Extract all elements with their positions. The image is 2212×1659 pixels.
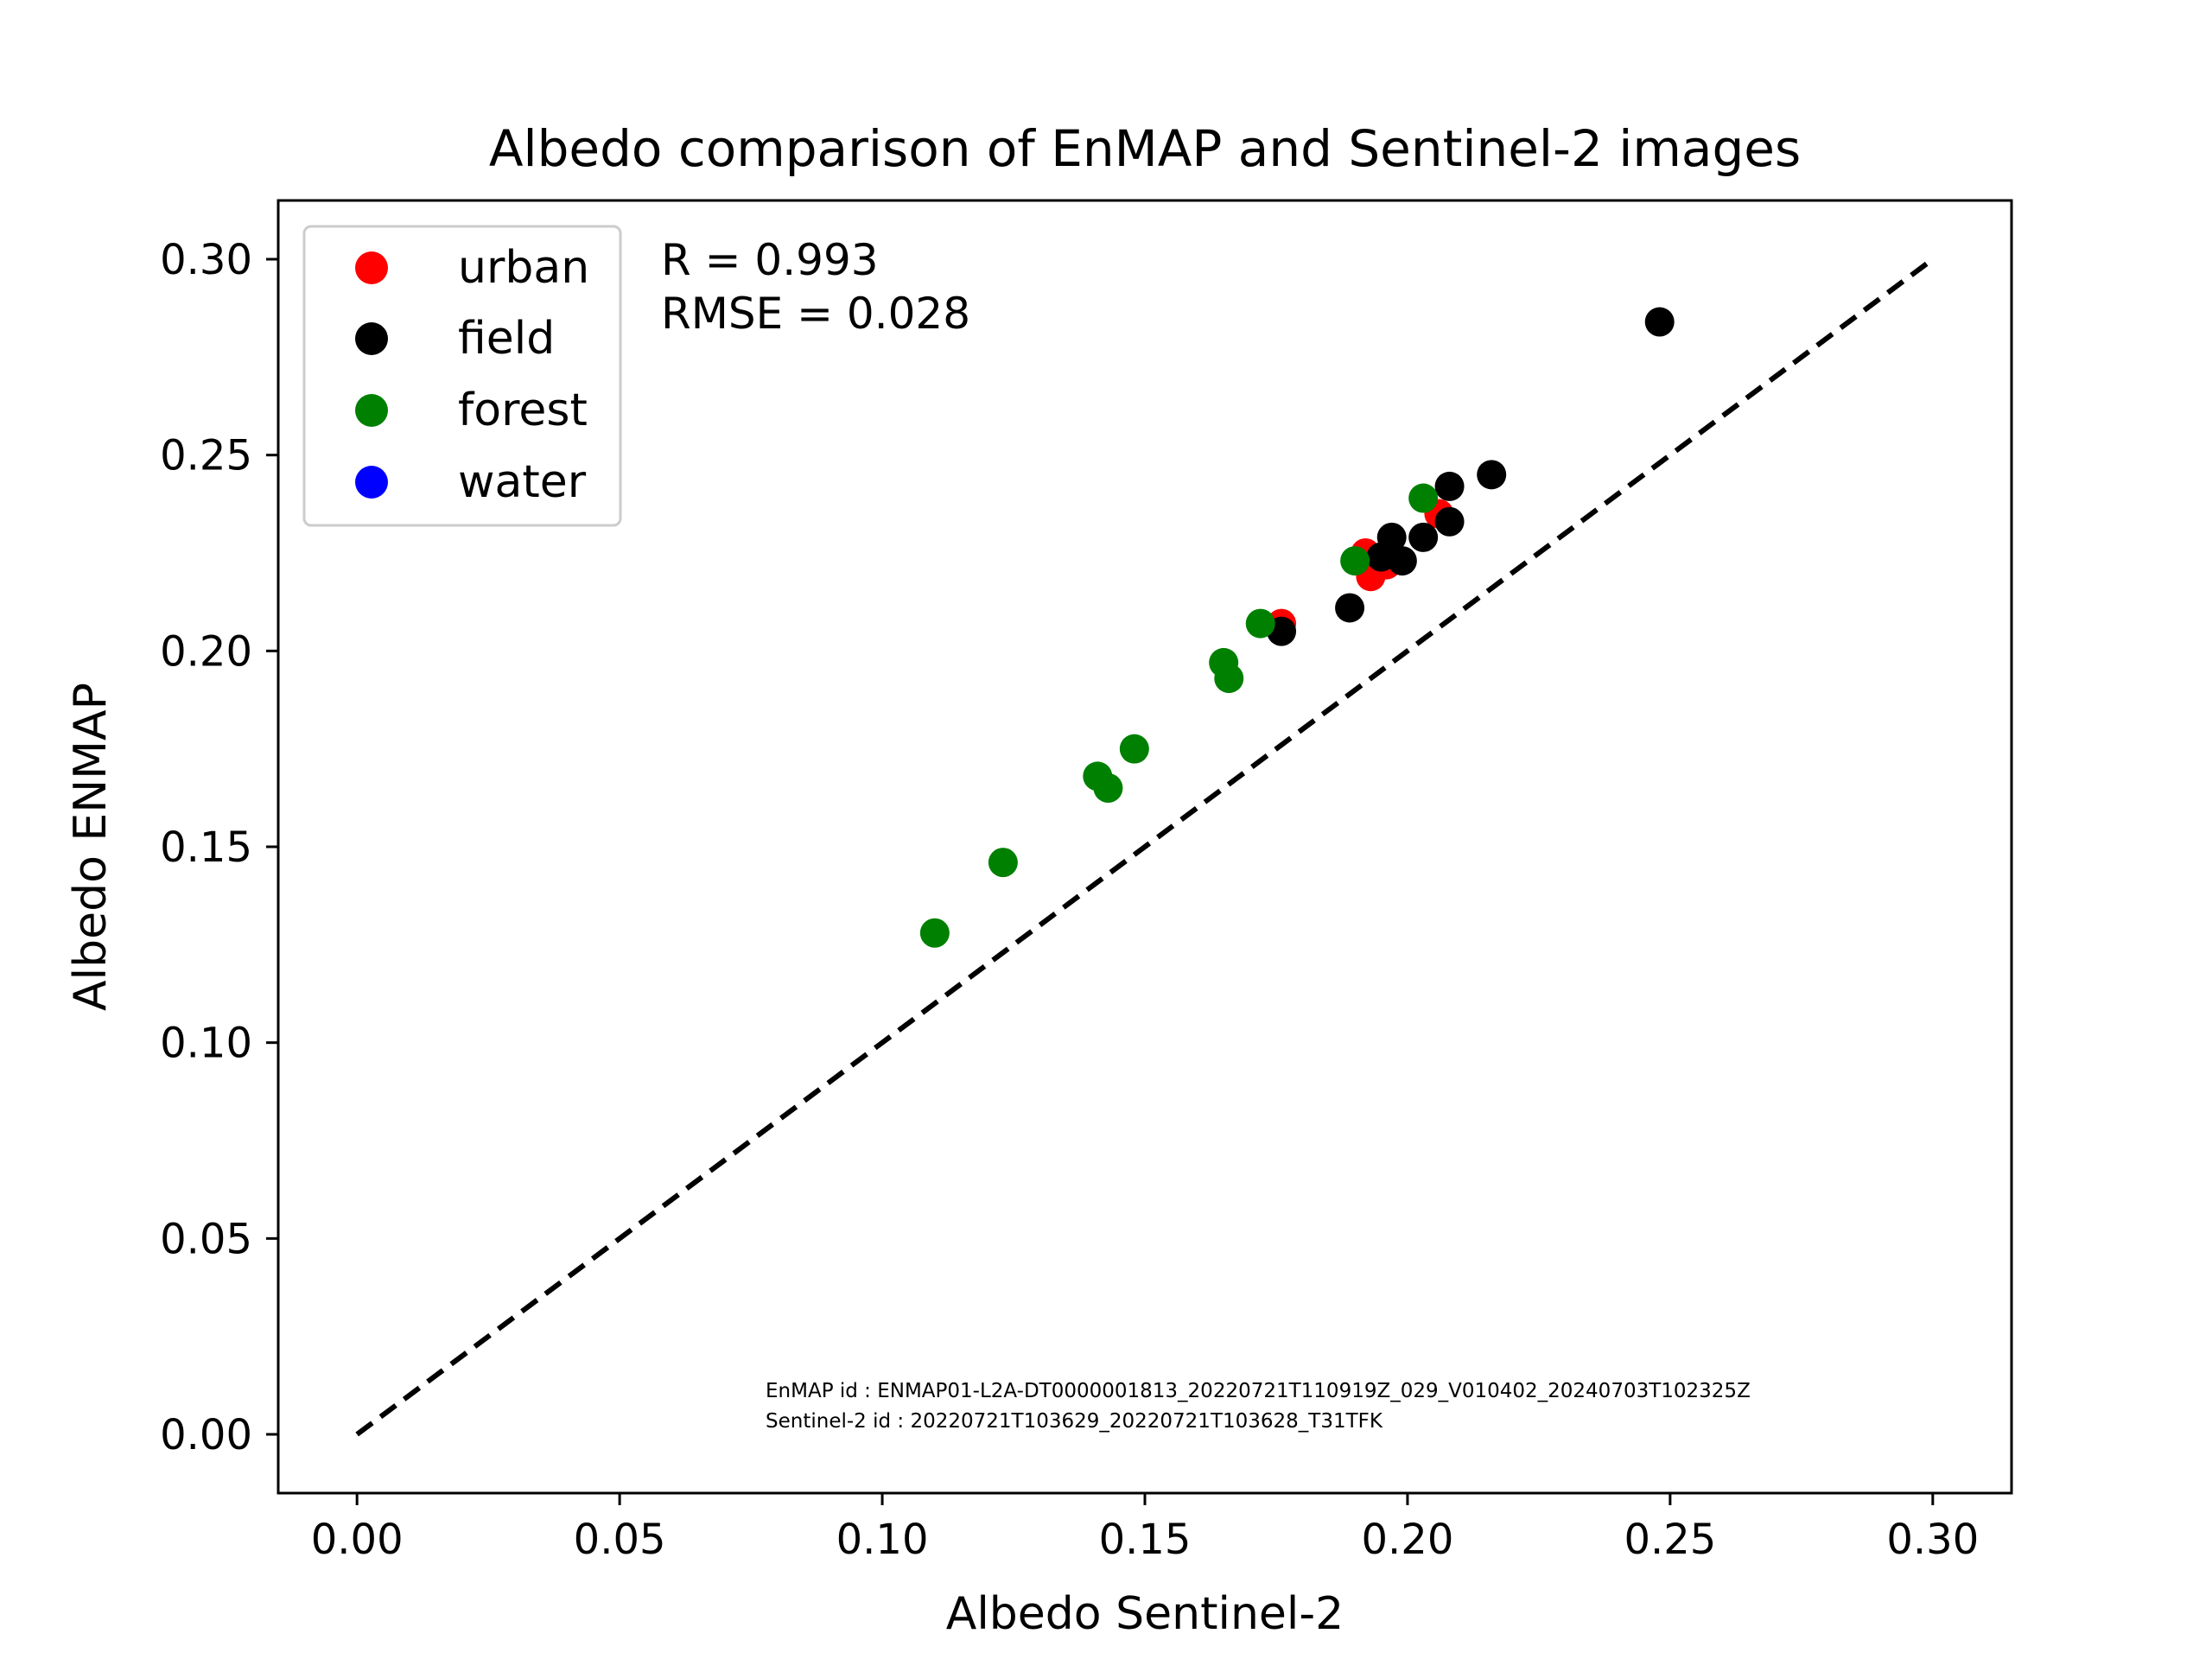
y-tick-label: 0.30 — [160, 236, 252, 284]
rmse-annotation: RMSE = 0.028 — [661, 289, 970, 339]
point-field-7 — [1434, 471, 1465, 501]
enmap-id-text: EnMAP id : ENMAP01-L2A-DT0000001813_2022… — [766, 1380, 1751, 1402]
point-field-8 — [1477, 460, 1507, 490]
x-tick-label: 0.00 — [311, 1516, 404, 1564]
y-axis-label: Albedo ENMAP — [65, 683, 117, 1011]
x-tick-label: 0.10 — [836, 1516, 929, 1564]
sentinel-id-text: Sentinel-2 id : 20220721T103629_20220721… — [766, 1410, 1383, 1433]
r-annotation: R = 0.993 — [661, 235, 879, 285]
point-field-3 — [1376, 522, 1407, 552]
legend-box — [302, 225, 622, 527]
x-axis-ticks: 0.00 0.05 0.10 0.15 0.20 0.25 0.30 — [311, 1493, 1979, 1564]
chart-title: Albedo comparison of EnMAP and Sentinel-… — [489, 119, 1801, 178]
x-tick-label: 0.20 — [1362, 1516, 1454, 1564]
point-forest-7 — [1245, 608, 1275, 639]
legend-marker-urban — [355, 251, 388, 284]
y-tick-label: 0.20 — [160, 627, 252, 676]
reference-line — [355, 257, 1935, 1437]
point-forest-4 — [1119, 734, 1149, 764]
y-axis-ticks: 0.00 0.05 0.10 0.15 0.20 0.25 0.30 — [160, 236, 278, 1459]
point-field-1 — [1335, 593, 1365, 623]
x-tick-label: 0.25 — [1624, 1516, 1716, 1564]
x-tick-label: 0.05 — [574, 1516, 666, 1564]
point-field-6 — [1434, 506, 1465, 537]
point-forest-9 — [1408, 483, 1439, 513]
y-tick-label: 0.25 — [160, 432, 252, 480]
plot-marks — [355, 257, 1935, 1437]
y-tick-label: 0.05 — [160, 1215, 252, 1263]
x-axis-label: Albedo Sentinel-2 — [946, 1588, 1344, 1640]
y-tick-label: 0.00 — [160, 1411, 252, 1459]
legend-label-field: field — [458, 313, 555, 365]
y-tick-label: 0.10 — [160, 1020, 252, 1068]
x-tick-label: 0.15 — [1099, 1516, 1192, 1564]
legend-marker-forest — [355, 394, 388, 427]
legend-label-urban: urban — [458, 242, 589, 294]
point-forest-6 — [1214, 664, 1244, 694]
point-forest-0 — [919, 918, 950, 948]
point-forest-8 — [1340, 546, 1370, 576]
point-forest-3 — [1093, 773, 1123, 803]
point-field-5 — [1408, 522, 1439, 552]
legend-label-forest: forest — [458, 385, 588, 436]
legend-marker-field — [355, 322, 388, 355]
legend-marker-water — [355, 466, 388, 499]
point-forest-1 — [988, 848, 1018, 878]
x-tick-label: 0.30 — [1886, 1516, 1979, 1564]
legend-label-water: water — [458, 456, 587, 508]
point-field-4 — [1387, 546, 1417, 576]
point-field-9 — [1644, 307, 1675, 337]
legend: urban field forest water — [302, 225, 622, 527]
y-tick-label: 0.15 — [160, 823, 252, 872]
